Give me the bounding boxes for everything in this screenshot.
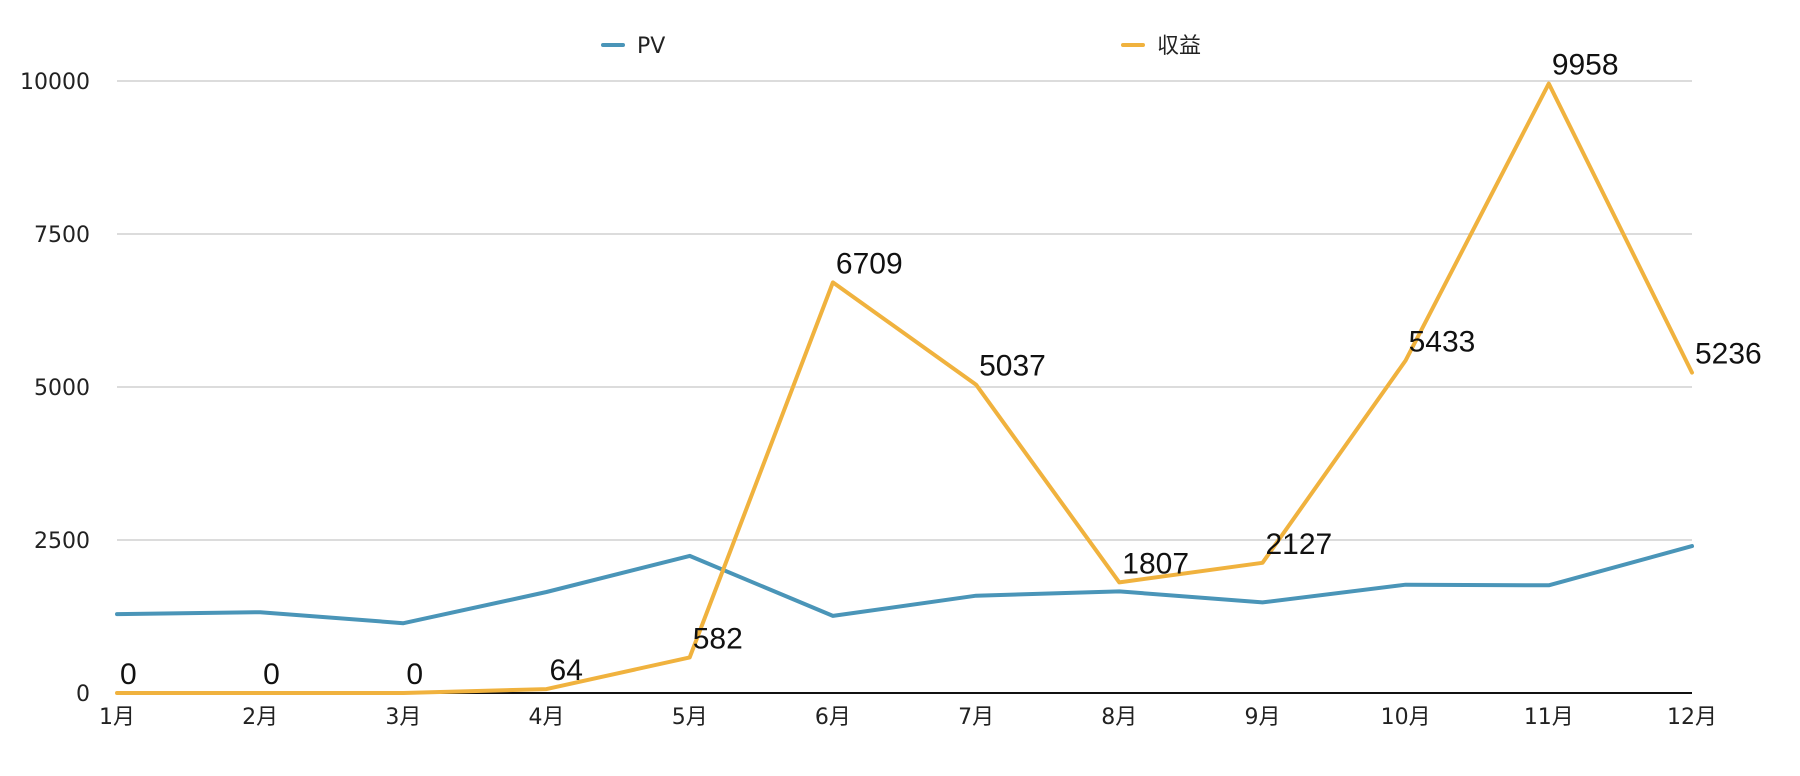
x-tick-label: 5月 [672,705,708,730]
data-label: 582 [693,622,743,655]
x-tick-label: 1月 [99,705,135,730]
data-label: 5037 [979,350,1046,383]
legend-label: 収益 [1157,34,1201,59]
data-label: 64 [550,654,583,687]
y-tick-label: 7500 [34,223,90,248]
y-tick-label: 5000 [34,376,90,401]
data-label: 9958 [1552,49,1619,82]
x-tick-label: 7月 [958,705,994,730]
data-label: 5236 [1695,338,1762,371]
series-line-revenue [115,81,1694,695]
y-tick-label: 0 [76,682,90,707]
x-tick-label: 3月 [385,705,421,730]
data-labels: 0 0 0 64 582 6709 5037 1807 2127 5433 9958 5236 [120,49,1762,691]
x-tick-label: 10月 [1381,705,1431,730]
x-tick-label: 2月 [242,705,278,730]
series-line-pv [115,544,1694,626]
data-label: 6709 [836,247,903,280]
series-lines [115,81,1694,695]
x-tick-label: 11月 [1524,705,1574,730]
legend: PV 収益 [601,34,1201,59]
x-tick-label: 4月 [529,705,565,730]
data-label: 5433 [1409,326,1476,359]
data-label: 1807 [1122,547,1189,580]
legend-label: PV [637,34,665,59]
y-axis-ticks: 0 2500 5000 7500 10000 [20,70,90,707]
data-label: 0 [406,658,423,691]
x-axis-ticks: 1月 2月 3月 4月 5月 6月 7月 8月 9月 10月 11月 12月 [99,705,1717,730]
x-tick-label: 12月 [1667,705,1717,730]
x-tick-label: 9月 [1244,705,1280,730]
data-label: 0 [263,658,280,691]
y-tick-label: 2500 [34,529,90,554]
x-tick-label: 6月 [815,705,851,730]
gridlines [117,80,1692,541]
x-tick-label: 8月 [1101,705,1137,730]
y-tick-label: 10000 [20,70,90,95]
data-label: 2127 [1265,528,1332,561]
data-label: 0 [120,658,137,691]
